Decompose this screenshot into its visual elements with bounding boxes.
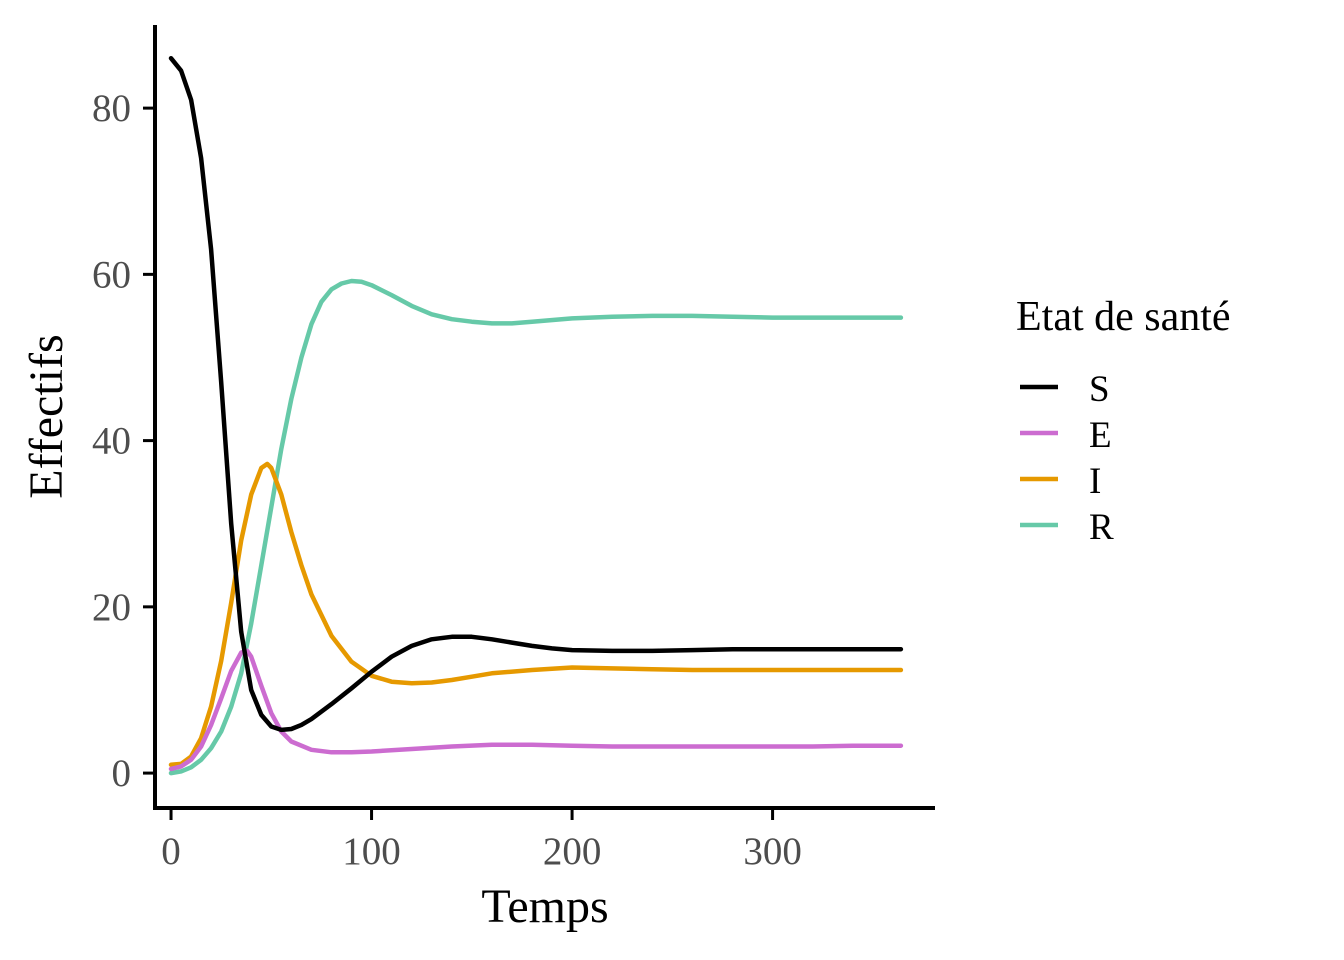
legend-label-E: E <box>1089 415 1112 456</box>
x-tick-label: 0 <box>161 830 181 873</box>
y-axis-title: Effectifs <box>20 334 73 498</box>
series-layer <box>168 55 904 776</box>
x-tick-label: 200 <box>543 830 602 873</box>
legend-label-S: S <box>1089 369 1110 410</box>
series-line-E <box>168 648 904 772</box>
x-tick-label: 300 <box>743 830 802 873</box>
y-axis-ticks: 0 20 40 60 80 <box>92 87 155 795</box>
x-axis-title: Temps <box>481 880 608 933</box>
y-tick-label: 0 <box>112 752 132 795</box>
series-line-S <box>168 55 904 733</box>
y-tick-label: 80 <box>92 87 131 130</box>
series-line-I <box>168 461 904 768</box>
legend-label-I: I <box>1089 461 1101 502</box>
x-tick-label: 100 <box>342 830 401 873</box>
legend-title: Etat de santé <box>1016 294 1231 340</box>
series-line-R <box>168 278 904 776</box>
y-tick-label: 60 <box>92 253 131 296</box>
x-axis-ticks: 0 100 200 300 <box>161 808 802 873</box>
legend-label-R: R <box>1089 507 1114 548</box>
y-tick-label: 40 <box>92 420 131 463</box>
y-tick-label: 20 <box>92 586 131 629</box>
